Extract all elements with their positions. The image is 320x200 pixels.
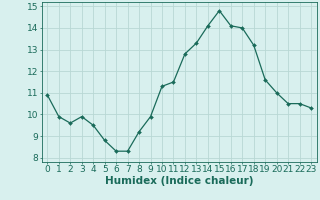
X-axis label: Humidex (Indice chaleur): Humidex (Indice chaleur) bbox=[105, 176, 253, 186]
